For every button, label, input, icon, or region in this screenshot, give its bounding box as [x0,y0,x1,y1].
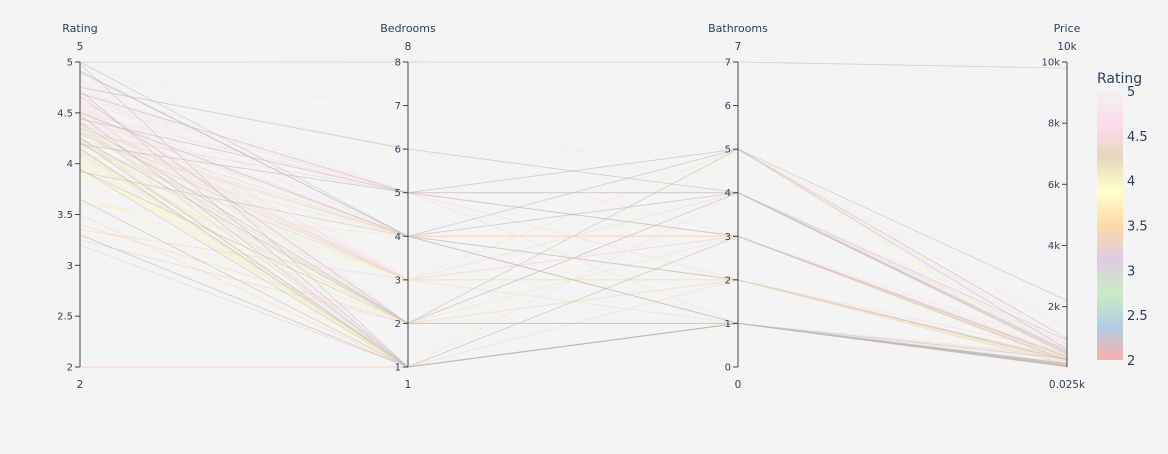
tick-label-rating: 3 [67,261,73,272]
polylines-layer [79,61,1068,368]
range-min-price: 0.025k [1049,379,1086,391]
axes-layer: Rating5222.533.544.55Bedrooms8112345678B… [57,22,1086,391]
colorbar-tick-label: 4 [1127,175,1135,190]
data-line-shadow-0 [80,61,1068,69]
tick-label-bedrooms: 8 [395,58,401,69]
tick-label-price: 2k [1048,302,1060,313]
data-line-shadow-105 [79,169,1068,364]
range-min-bathrooms: 0 [735,379,742,391]
axis-title-bedrooms: Bedrooms [380,22,436,35]
axis-bathrooms[interactable]: Bathrooms 7 00 1 2 3 4 5 6 7 [708,22,768,391]
tick-label-price: 10k [1041,58,1060,69]
data-line-32 [79,124,1068,368]
tick-label-bedrooms: 7 [395,101,401,112]
tick-label-bathrooms: 2 [725,275,731,286]
data-line-shadow-90 [79,93,1068,350]
data-line-104 [79,164,1068,368]
colorbar-tick-label: 3.5 [1127,220,1148,235]
colorbar-tick-label: 2.5 [1127,309,1148,324]
range-max-rating: 5 [77,41,84,53]
colorbar-title: Rating [1097,71,1142,87]
colorbar-gradient [1097,91,1123,360]
axis-title-rating: Rating [62,22,97,35]
data-line-88 [79,82,1068,360]
tick-label-bedrooms: 5 [395,188,401,199]
tick-label-rating: 2 [67,363,73,374]
tick-label-bathrooms: 0 [725,363,731,374]
tick-label-bathrooms: 5 [725,145,731,156]
data-line-1 [79,61,1068,360]
tick-label-bathrooms: 4 [725,188,731,199]
data-line-shadow-85 [79,70,1068,359]
tick-label-bedrooms: 2 [395,319,401,330]
tick-label-price: 4k [1048,241,1060,252]
range-max-bedrooms: 8 [405,41,412,53]
data-line-82 [79,62,1068,358]
range-min-rating: 2 [77,379,84,391]
tick-label-rating: 5 [67,58,73,69]
tick-label-bedrooms: 3 [395,275,401,286]
tick-label-bathrooms: 1 [725,319,731,330]
range-max-price: 10k [1057,41,1077,53]
colorbar-tick-label: 4.5 [1127,130,1148,145]
axis-title-price: Price [1054,22,1081,35]
tick-label-price: 8k [1048,119,1060,130]
data-line-shadow-70 [79,122,1068,352]
tick-label-price: 6k [1048,180,1060,191]
colorbar-tick-label: 5 [1127,85,1135,100]
axis-price[interactable]: Price 10k 0.025k 2k 4k 6k 8k 10k [1041,22,1086,391]
data-line-shadow-100 [79,143,1068,358]
data-line-7 [79,97,1068,344]
data-line-shadow-95 [79,118,1068,355]
tick-label-rating: 3.5 [57,210,73,221]
data-line-2 [79,71,1068,355]
data-line-74 [79,142,1068,361]
axis-bedrooms[interactable]: Bedrooms 8 11 2 3 4 5 6 7 8 [380,22,436,391]
tick-label-bathrooms: 6 [725,101,731,112]
colorbar-tick-label: 2 [1127,354,1135,369]
data-line-58 [79,64,1068,314]
axis-rating[interactable]: Rating 5 22 2.5 3 3.5 4 4.5 5 [57,22,98,391]
data-line-shadow-75 [79,148,1068,368]
tick-label-bedrooms: 4 [395,232,401,243]
tick-label-bedrooms: 6 [395,145,401,156]
tick-label-bathrooms: 7 [725,58,731,69]
tick-label-bedrooms: 1 [395,363,401,374]
range-min-bedrooms: 1 [405,379,412,391]
range-max-bathrooms: 7 [735,41,742,53]
data-line-59 [79,61,1068,332]
data-line-shadow-65 [79,96,1068,340]
colorbar: Rating 2 2.5 3 3.5 4 4.5 5 [1097,71,1148,369]
colorbar-tick-label: 3 [1127,264,1135,279]
tick-label-bathrooms: 3 [725,232,731,243]
tick-label-rating: 4 [67,159,73,170]
data-line-shadow-50 [79,234,1068,368]
axis-title-bathrooms: Bathrooms [708,22,768,35]
tick-label-rating: 4.5 [57,108,73,119]
tick-label-rating: 2.5 [57,312,73,323]
